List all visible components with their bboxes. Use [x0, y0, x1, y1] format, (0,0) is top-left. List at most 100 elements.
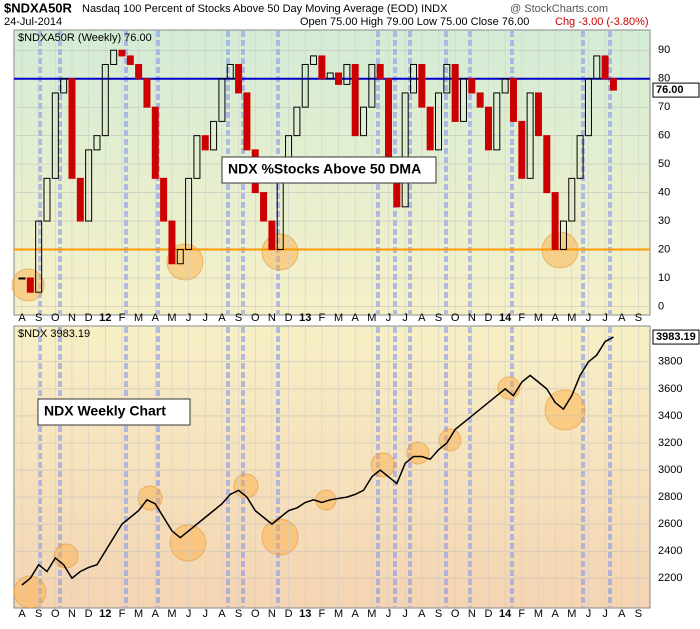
candle	[335, 72, 343, 85]
candle	[210, 120, 218, 151]
price-line	[21, 336, 614, 586]
x-tick-label: M	[334, 312, 343, 324]
x-tick-label: J	[203, 312, 209, 324]
candle	[451, 63, 459, 122]
x-tick-label: J	[186, 312, 192, 324]
candle	[526, 92, 534, 179]
x-tick-label: A	[618, 312, 626, 324]
highlight	[406, 441, 430, 465]
candle	[85, 149, 93, 222]
candle	[118, 49, 126, 57]
y-tick-label: 2800	[658, 491, 682, 503]
x-tick-label: F	[319, 312, 326, 324]
candle	[509, 78, 517, 122]
x-tick-label: M	[534, 312, 543, 324]
y-tick-label: 80	[658, 73, 670, 85]
x-tick-label: A	[418, 608, 426, 620]
candle	[559, 220, 567, 251]
highlight	[261, 233, 299, 271]
candle	[26, 277, 34, 293]
candle	[543, 135, 551, 194]
candle	[268, 220, 276, 251]
candle	[43, 177, 51, 222]
x-tick-label: J	[402, 608, 408, 620]
x-tick-label: M	[334, 608, 343, 620]
candle	[518, 120, 526, 179]
candle	[534, 92, 542, 137]
x-tick-label: S	[35, 312, 42, 324]
x-tick-label: S	[435, 608, 442, 620]
panel-bottom	[13, 325, 651, 609]
x-tick-label: A	[18, 312, 26, 324]
candle	[426, 106, 434, 151]
y-tick-label: 3000	[658, 464, 682, 476]
candle	[218, 78, 226, 122]
last-value-box	[652, 82, 700, 98]
candle	[435, 92, 442, 151]
y-tick-label: 3800	[658, 356, 682, 368]
x-tick-label: M	[567, 608, 576, 620]
annotation: NDX Weekly Chart	[44, 403, 166, 419]
candle	[101, 63, 109, 137]
x-tick-label: 13	[299, 312, 311, 324]
candle	[501, 78, 509, 94]
candle	[60, 78, 68, 94]
x-tick-label: S	[235, 608, 242, 620]
candle	[584, 78, 592, 137]
y-tick-label: 90	[658, 44, 670, 56]
candle	[459, 78, 467, 122]
candle	[293, 106, 301, 137]
candle	[76, 177, 84, 222]
candle	[201, 135, 209, 151]
x-tick-label: O	[251, 608, 260, 620]
candle	[301, 63, 309, 108]
x-tick-label: J	[586, 608, 592, 620]
candle	[493, 92, 501, 151]
candle	[168, 220, 176, 265]
x-tick-label: S	[635, 312, 642, 324]
x-tick-label: J	[402, 312, 408, 324]
candle	[418, 63, 426, 108]
candle	[410, 63, 418, 94]
candle	[226, 63, 234, 80]
candle	[593, 55, 601, 80]
x-tick-label: A	[551, 312, 559, 324]
x-tick-label: A	[418, 312, 426, 324]
x-tick-label: A	[218, 608, 226, 620]
y-tick-label: 3600	[658, 383, 682, 395]
x-tick-label: O	[451, 312, 460, 324]
last-value-label: 3983.19	[656, 331, 696, 343]
x-tick-label: J	[602, 312, 608, 324]
watermark: @ StockCharts.com	[510, 3, 608, 15]
annotation-box	[221, 156, 437, 184]
highlight	[497, 376, 521, 400]
x-tick-label: 14	[499, 312, 512, 324]
candle	[35, 220, 43, 293]
x-tick-label: O	[51, 312, 60, 324]
x-tick-label: D	[485, 608, 493, 620]
candle	[601, 55, 609, 80]
candle	[235, 63, 243, 94]
candle	[243, 92, 251, 151]
candle	[260, 192, 268, 222]
panel-label: $NDX 3983.19	[18, 328, 90, 340]
x-tick-label: A	[352, 312, 360, 324]
candle	[351, 63, 359, 137]
x-tick-label: D	[85, 312, 93, 324]
y-tick-label: 60	[658, 130, 670, 142]
y-tick-label: 2200	[658, 572, 682, 584]
candle	[93, 135, 101, 151]
candle	[401, 92, 409, 208]
y-tick-label: 3400	[658, 410, 682, 422]
candle	[326, 72, 334, 80]
candle	[151, 106, 159, 179]
x-tick-label: M	[167, 312, 176, 324]
x-tick-label: J	[386, 608, 392, 620]
y-tick-label: 20	[658, 243, 670, 255]
candle	[468, 78, 476, 94]
x-tick-label: M	[367, 312, 376, 324]
x-tick-label: D	[285, 608, 293, 620]
x-tick-label: J	[586, 312, 592, 324]
candle	[110, 49, 118, 65]
